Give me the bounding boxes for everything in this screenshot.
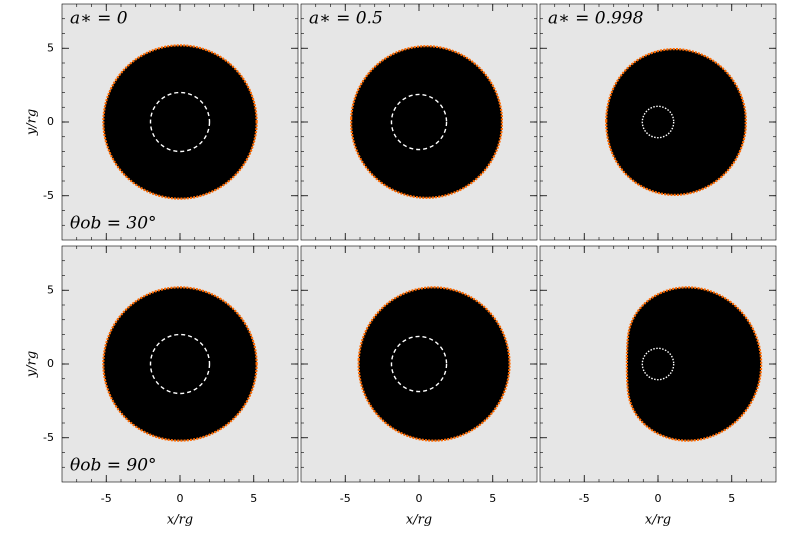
- inclination-label: θob = 30°: [70, 214, 157, 234]
- x-axis-label: x/rg: [167, 513, 193, 528]
- horizon: [390, 93, 448, 151]
- horizon: [641, 105, 675, 139]
- spin-label: a∗ = 0.998: [548, 9, 644, 29]
- y-tick-label: 0: [47, 115, 54, 128]
- x-tick-label: 0: [177, 492, 184, 505]
- y-axis-label: y/rg: [25, 351, 40, 378]
- x-tick-label: -5: [101, 492, 112, 505]
- panel: a∗ = 0.998: [539, 3, 777, 241]
- x-tick-label: 0: [416, 492, 423, 505]
- y-tick-label: -5: [43, 189, 54, 202]
- shadow: [625, 286, 763, 442]
- spin-label: a∗ = 0: [70, 9, 128, 29]
- spin-label: a∗ = 0.5: [309, 9, 383, 29]
- y-tick-label: 5: [47, 41, 54, 54]
- horizon: [149, 91, 211, 153]
- panel: -5 0 5 x/rg: [300, 245, 538, 528]
- horizon: [641, 347, 675, 381]
- shadow: [350, 45, 503, 199]
- panel: -5 0 5 a∗ = 0 θob = 30° y/rg: [25, 3, 299, 241]
- shadow: [357, 286, 511, 442]
- x-tick-label: -5: [579, 492, 590, 505]
- shadow: [102, 286, 258, 442]
- y-tick-label: 5: [47, 283, 54, 296]
- x-tick-label: 5: [250, 492, 257, 505]
- horizon: [149, 333, 211, 395]
- panel: -5 0 5 x/rg: [539, 245, 777, 528]
- panel: a∗ = 0.5: [300, 3, 538, 241]
- shadow: [102, 44, 258, 200]
- x-tick-label: -5: [340, 492, 351, 505]
- panel: -5 0 5 -5 0 5 θob = 90° x/rg y/rg: [25, 245, 299, 528]
- inclination-label: θob = 90°: [70, 456, 157, 476]
- y-axis-label: y/rg: [25, 109, 40, 136]
- horizon: [390, 335, 448, 393]
- y-tick-label: -5: [43, 431, 54, 444]
- x-axis-label: x/rg: [645, 513, 671, 528]
- x-tick-label: 0: [655, 492, 662, 505]
- shadow: [605, 48, 747, 196]
- x-axis-label: x/rg: [406, 513, 432, 528]
- x-tick-label: 5: [728, 492, 735, 505]
- x-tick-label: 5: [489, 492, 496, 505]
- y-tick-label: 0: [47, 357, 54, 370]
